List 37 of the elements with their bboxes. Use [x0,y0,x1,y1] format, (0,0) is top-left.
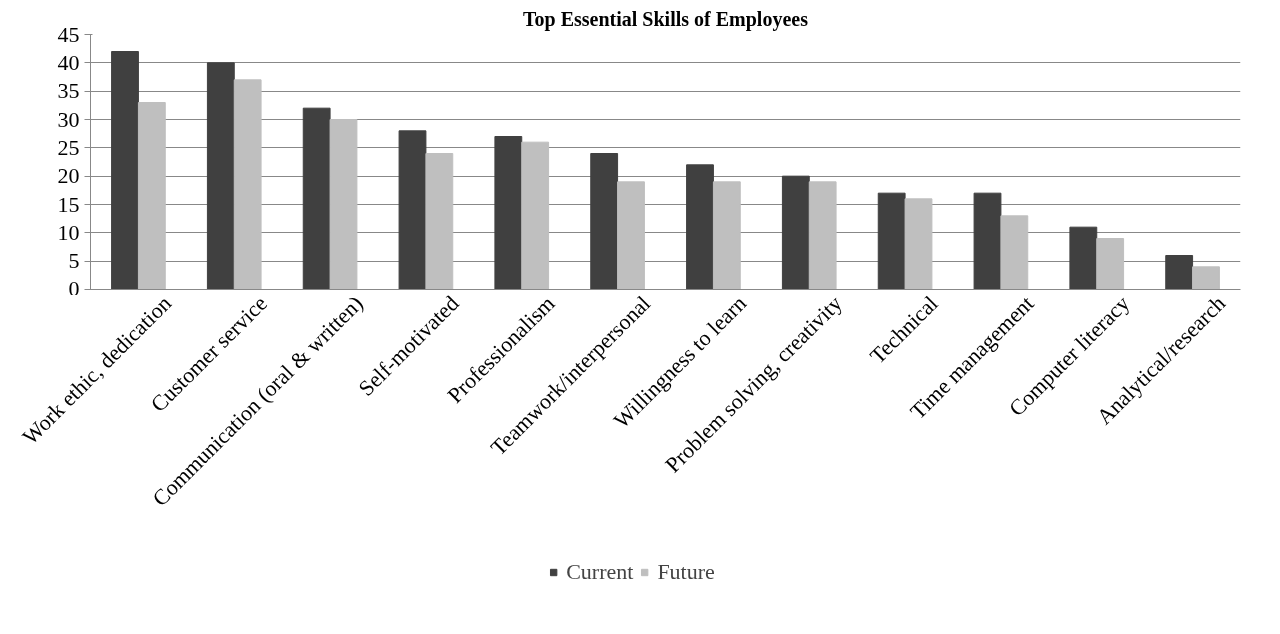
bar [1165,255,1194,290]
y-tick-label: 0 [68,275,80,301]
y-tick-label: 5 [68,248,80,274]
bar [302,107,331,290]
bar [494,136,523,290]
bar [904,198,933,290]
bar [398,130,427,290]
bar [808,181,837,290]
y-tick-label: 30 [57,106,80,132]
bar [686,164,714,290]
bar [1096,238,1125,290]
y-tick-label: 35 [57,78,80,104]
bar [973,192,1002,290]
bar [425,153,454,290]
y-tick-label: 10 [57,219,80,245]
chart-title: Top Essential Skills of Employees [523,7,809,31]
bar [521,141,550,290]
bar [617,181,645,290]
legend-label: Current [566,559,634,585]
bar [712,181,741,290]
bar [1192,266,1220,290]
bar [1069,226,1098,290]
bar [1000,215,1029,290]
bar [877,192,906,290]
y-tick-label: 15 [57,191,80,217]
y-tick-label: 45 [57,21,80,47]
bar [137,102,166,290]
y-tick-label: 25 [57,134,80,160]
bar [111,51,139,290]
legend-label: Future [657,559,715,585]
bar [206,62,235,290]
y-tick-label: 20 [57,163,80,189]
bar [590,153,619,290]
bar [329,119,358,290]
bar [781,175,810,290]
y-tick-label: 40 [57,49,80,75]
bar [233,79,262,290]
